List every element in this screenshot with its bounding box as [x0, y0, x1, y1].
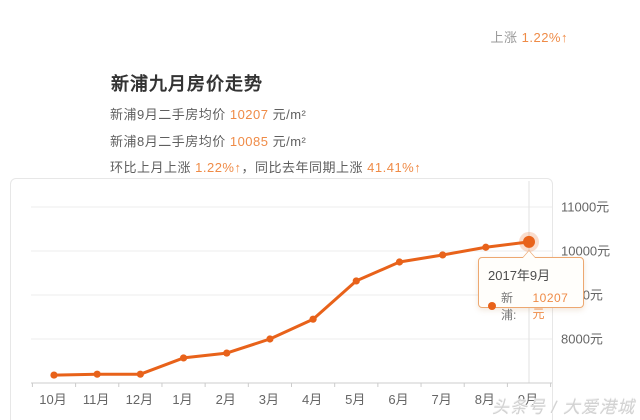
yoy-change-label: 同比去年同期上涨: [255, 160, 368, 175]
yoy-change-value: 41.41%↑: [367, 160, 422, 175]
change-value: 1.22%: [521, 30, 561, 45]
x-tick-label: 7月: [431, 392, 452, 407]
summary-current-value: 10207: [229, 107, 269, 122]
x-tick-label: 5月: [345, 392, 366, 407]
mom-change-label: 环比上月上涨: [110, 160, 196, 175]
y-tick-label: 10000元: [561, 243, 611, 259]
summary-change-rates: 环比上月上涨 1.22%↑，同比去年同期上涨 41.41%↑: [110, 157, 421, 176]
tooltip-date: 2017年9月: [488, 268, 551, 283]
y-tick-label: 11000元: [561, 199, 610, 215]
tooltip-value: 10207元: [532, 290, 569, 321]
watermark: 头条号 / 大爱港城: [491, 398, 635, 417]
y-tick-label: 8000元: [561, 331, 603, 347]
x-tick-label: 12月: [125, 392, 154, 407]
x-tick-label: 11月: [82, 392, 110, 407]
x-tick-label: 6月: [388, 392, 409, 407]
change-label: 上涨: [490, 30, 518, 45]
page-title: 新浦九月房价走势: [111, 74, 263, 94]
tooltip-series-row: 新浦: 10207元: [488, 289, 574, 323]
separator: ，: [241, 160, 256, 175]
summary-current-month: 新浦9月二手房均价 10207 元/m²: [110, 104, 306, 123]
summary-current-unit: 元/m²: [268, 107, 307, 122]
summary-current-prefix: 新浦9月二手房均价: [110, 107, 230, 122]
change-indicator: 上涨 1.22%↑: [490, 27, 568, 46]
x-tick-label: 4月: [301, 392, 323, 407]
tooltip-series-name: 新浦:: [501, 291, 517, 322]
price-trend-chart[interactable]: [10, 178, 553, 420]
series-bullet-icon: [488, 302, 496, 310]
x-tick-label: 8月: [474, 392, 495, 407]
x-tick-label: 9月: [517, 392, 539, 407]
chart-tooltip: 2017年9月 新浦: 10207元: [478, 250, 584, 322]
line-chart-canvas[interactable]: [11, 179, 552, 420]
x-tick-label: 10月: [39, 392, 67, 407]
x-tick-label: 3月: [258, 392, 280, 407]
mom-change-value: 1.22%↑: [195, 160, 242, 175]
summary-previous-unit: 元/m²: [268, 134, 307, 149]
up-arrow-icon: ↑: [561, 30, 568, 45]
summary-previous-value: 10085: [229, 134, 269, 149]
summary-previous-prefix: 新浦8月二手房均价: [110, 134, 230, 149]
x-tick-label: 2月: [215, 392, 236, 407]
summary-previous-month: 新浦8月二手房均价 10085 元/m²: [110, 131, 306, 150]
x-tick-label: 1月: [172, 392, 193, 407]
